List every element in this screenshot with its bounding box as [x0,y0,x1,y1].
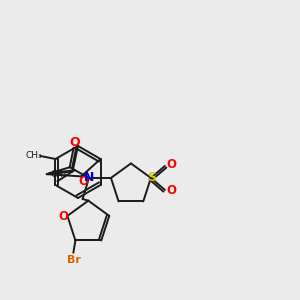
Text: CH₃: CH₃ [50,170,67,179]
Text: O: O [166,184,176,197]
Text: O: O [58,210,68,224]
Text: CH₃: CH₃ [25,152,42,160]
Text: Br: Br [68,256,81,266]
Text: O: O [166,158,176,171]
Text: O: O [78,175,88,188]
Text: S: S [147,171,156,184]
Text: O: O [69,136,80,149]
Text: N: N [84,171,94,184]
